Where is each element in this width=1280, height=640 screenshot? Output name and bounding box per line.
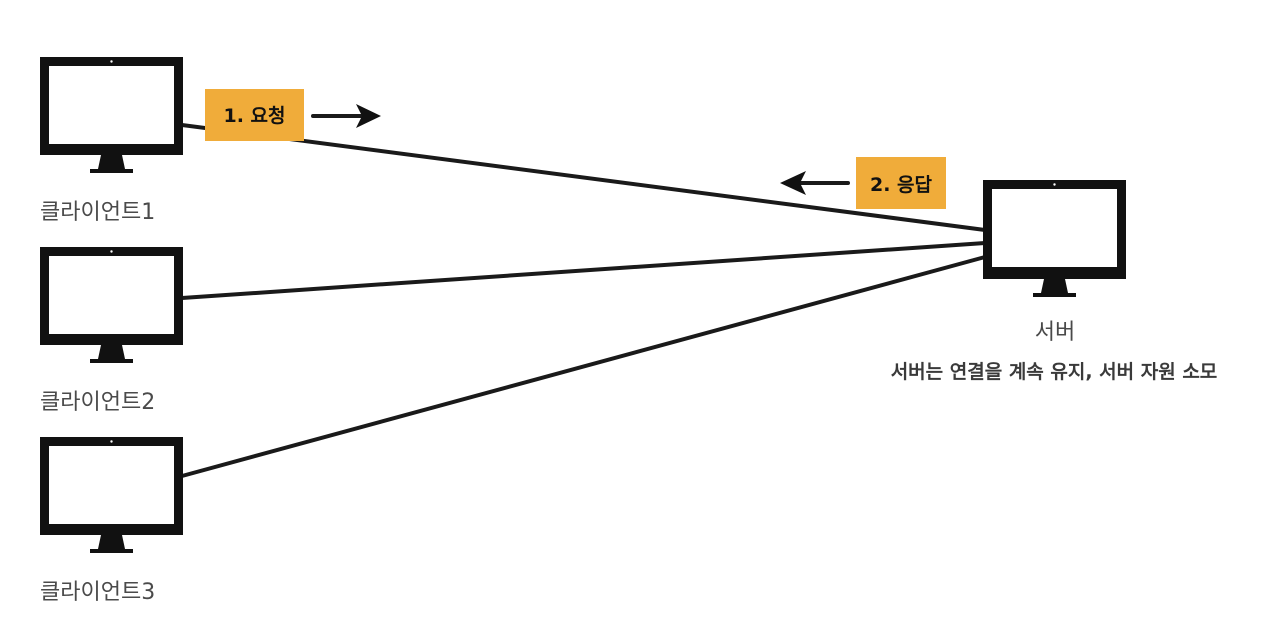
response-tag <box>856 157 946 209</box>
connection-line-client2 <box>180 241 987 300</box>
server-label: 서버 <box>1035 320 1075 345</box>
server-note: 서버는 연결을 계속 유지, 서버 자원 소모 <box>891 361 1218 383</box>
response-message: 2. 응답 <box>780 157 946 209</box>
client-label: 클라이언트3 <box>40 580 155 605</box>
monitor-icon <box>40 247 183 363</box>
monitor-icon <box>40 57 183 173</box>
client-label: 클라이언트2 <box>40 390 155 415</box>
arrow-right-icon <box>311 104 381 128</box>
server: 서버 서버는 연결을 계속 유지, 서버 자원 소모 <box>891 180 1218 383</box>
client-label: 클라이언트1 <box>40 200 155 225</box>
arrow-left-icon <box>780 171 850 195</box>
client-1: 클라이언트1 <box>40 57 183 225</box>
request-tag <box>205 89 304 141</box>
monitor-icon <box>983 180 1126 297</box>
connection-line-client1 <box>180 123 987 232</box>
client-2: 클라이언트2 <box>40 247 183 415</box>
request-message: 1. 요청 <box>205 89 381 141</box>
monitor-icon <box>40 437 183 553</box>
client-3: 클라이언트3 <box>40 437 183 605</box>
request-tag-text: 1. 요청 <box>223 105 285 127</box>
connection-line-client3 <box>180 255 987 478</box>
response-tag-text: 2. 응답 <box>870 174 933 196</box>
